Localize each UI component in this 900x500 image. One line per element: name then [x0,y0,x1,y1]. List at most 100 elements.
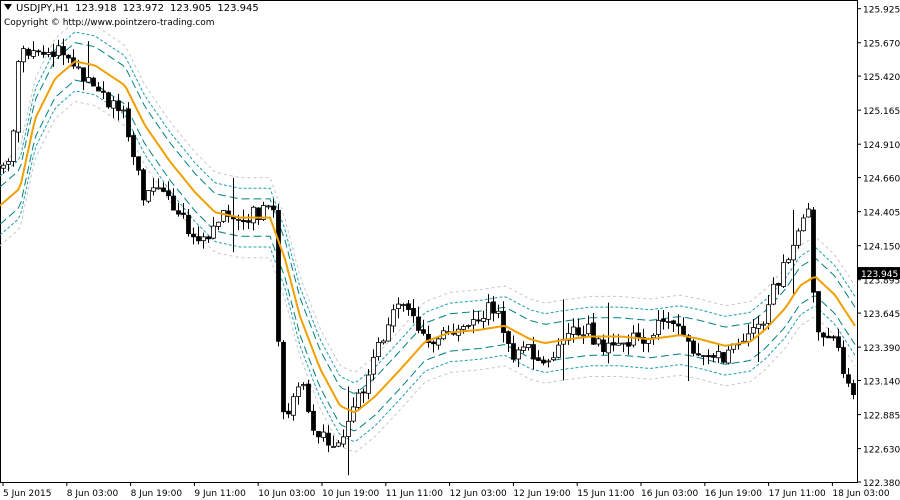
candle-down [511,343,516,360]
candle-down [431,341,436,345]
candle-down [426,333,431,343]
candle-down [101,90,106,93]
candle-down [106,92,111,108]
candle-up [351,406,356,422]
candle-down [136,156,141,171]
candle-up [526,344,531,349]
candle-up [371,356,376,375]
candle-down [141,169,146,201]
candle-up [651,334,656,339]
candle-up [56,45,61,56]
candle-down [176,210,181,215]
middle-band-lower [0,90,856,443]
x-tick-label: 11 Jun 11:00 [386,489,443,499]
dropdown-triangle-icon[interactable] [4,4,12,10]
candle-down [131,135,136,158]
y-tick-label: 124.660 [863,175,900,185]
candle-up [801,217,806,232]
candle-up [796,230,801,246]
x-tick-label: 17 Jun 11:00 [769,489,826,499]
candle-down [506,331,511,344]
candle-up [261,205,266,220]
candle-down [851,383,856,395]
candle-up [496,310,501,314]
candle-down [601,339,606,353]
candle-down [691,340,696,354]
candle-up [266,205,271,208]
candle-up [366,374,371,394]
candle-down [841,347,846,374]
candle-up [586,323,591,335]
candle-down [161,187,166,192]
candle-up [551,357,556,361]
candle-up [566,332,571,341]
candle-up [486,302,491,320]
y-tick-label: 125.420 [863,73,900,83]
current-price-box [858,267,900,280]
candle-up [401,304,406,306]
x-tick-label: 16 Jun 03:00 [641,489,698,499]
candle-down [676,323,681,327]
candle-down [281,341,286,413]
candle-down [776,282,781,286]
candle-down [501,310,506,333]
candle-down [361,391,366,394]
candle-down [196,236,201,242]
candle-down [326,432,331,446]
candle-down [206,236,211,240]
x-tick-label: 8 Jun 03:00 [67,489,119,499]
candle-down [531,344,536,360]
candle-up [751,327,756,334]
candle-up [6,161,11,165]
candle-down [626,342,631,347]
candle-up [436,338,441,346]
candle-up [481,317,486,322]
outer-band-lower [0,100,856,453]
candle-down [696,353,701,356]
outer-band-upper [0,20,856,373]
candle-up [211,225,216,239]
candle-down [541,359,546,364]
candle-up [461,326,466,330]
candle-up [756,323,761,329]
candle-up [291,396,296,416]
candle-down [826,335,831,339]
candle-up [341,436,346,445]
candle-down [686,335,691,342]
y-tick-label: 125.165 [863,107,900,117]
candles [1,38,856,476]
candle-down [536,357,541,361]
inner-band-upper [0,42,856,394]
candle-up [336,442,341,447]
candle-down [846,374,851,384]
candle-up [471,319,476,326]
candle-up [1,164,6,169]
candle-up [111,100,116,109]
candle-up [766,304,771,324]
candle-up [221,210,226,222]
middle-band-upper [0,31,856,384]
candle-down [81,67,86,82]
candle-up [596,338,601,345]
candle-down [706,355,711,358]
candle-up [21,48,26,63]
candle-down [191,233,196,238]
candle-down [271,205,276,211]
open-price: 123.918 [75,3,117,14]
symbol-info-row: USDJPY,H1 123.918 123.972 123.905 123.945 [4,3,259,15]
candle-down [36,50,41,53]
candle-down [721,352,726,363]
candle-down [66,54,71,59]
candle-down [576,327,581,336]
candle-down [476,319,481,322]
y-tick-label: 125.925 [863,6,900,16]
candle-up [46,52,51,55]
candle-down [181,212,186,215]
candle-up [201,236,206,242]
candle-up [606,342,611,354]
candle-up [581,334,586,337]
candle-up [761,323,766,326]
inner-band-lower [0,79,856,432]
